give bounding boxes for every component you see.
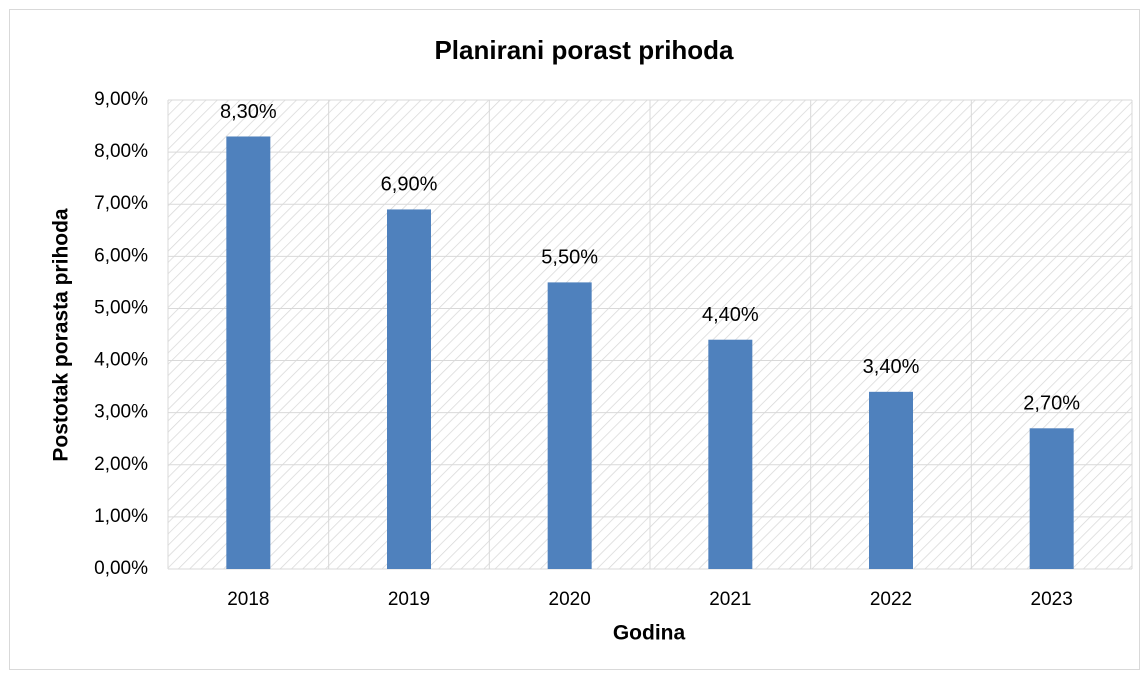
x-axis-label: Godina [613, 622, 686, 645]
bar [387, 209, 431, 569]
x-tick-label: 2018 [227, 589, 269, 610]
chart-title: Planirani porast prihoda [434, 35, 734, 65]
bar [869, 391, 913, 569]
data-label: 4,40% [702, 304, 759, 326]
y-tick-label: 5,00% [94, 297, 148, 318]
data-label: 3,40% [863, 356, 920, 378]
x-tick-label: 2019 [388, 589, 430, 610]
bar [226, 136, 271, 569]
x-tick-label: 2020 [549, 589, 591, 610]
x-tick-label: 2021 [709, 589, 751, 610]
data-label: 2,70% [1023, 393, 1080, 415]
y-tick-label: 2,00% [94, 454, 148, 475]
data-label: 5,50% [541, 247, 598, 269]
y-tick-label: 0,00% [94, 558, 148, 579]
y-tick-label: 3,00% [94, 402, 148, 423]
data-label: 6,90% [381, 174, 438, 196]
y-tick-label: 6,00% [94, 245, 148, 266]
y-tick-label: 7,00% [94, 193, 148, 214]
bar [547, 282, 592, 569]
x-tick-label: 2023 [1031, 589, 1073, 610]
y-axis-label: Postotak porasta prihoda [50, 208, 73, 462]
y-tick-label: 8,00% [94, 141, 148, 162]
bar [708, 339, 753, 569]
data-label: 8,30% [220, 101, 277, 123]
x-tick-label: 2022 [870, 589, 912, 610]
y-tick-label: 9,00% [94, 89, 148, 110]
bar [1029, 428, 1074, 569]
y-tick-label: 1,00% [94, 506, 148, 527]
y-tick-label: 4,00% [94, 350, 148, 371]
